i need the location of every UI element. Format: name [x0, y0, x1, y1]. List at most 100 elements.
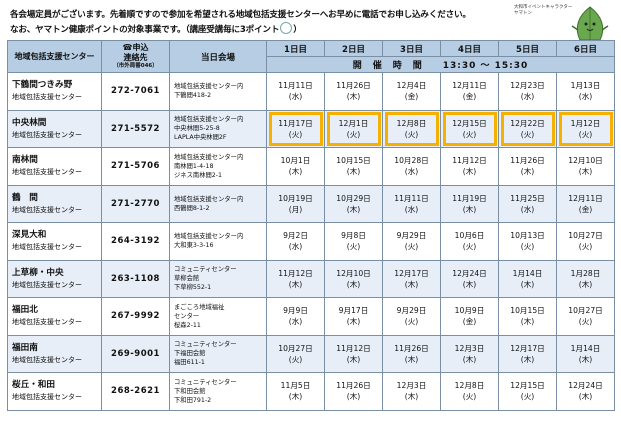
center-name: 深見大和 — [12, 230, 47, 241]
session-date-cell: 9月9日 (水) — [266, 297, 325, 336]
header-contact-col: ☎申込 連絡先 （市外局番046） — [101, 40, 170, 73]
session-date-cell: 12月8日 (火) — [440, 372, 499, 411]
center-subtitle: 地域包括支援センター — [12, 355, 82, 364]
venue-cell: 地域包括支援センター内 中央林間5-25-8 LAPLA中央林間2F — [169, 109, 267, 148]
session-date-cell: 11月12日 (木) — [440, 147, 499, 186]
session-date-cell: 11月19日 (木) — [440, 184, 499, 223]
session-date-cell: 9月2日 (水) — [266, 222, 325, 261]
center-subtitle: 地域包括支援センター — [12, 243, 82, 252]
session-date-cell: 9月29日 (火) — [382, 222, 441, 261]
mascot-yamaton: 大和市イベントキャラクター ヤマトン — [514, 4, 618, 42]
session-date-cell: 1月13日 (水) — [556, 72, 615, 111]
session-date: 1月12日 — [570, 118, 601, 128]
session-weekday: (金) — [404, 92, 419, 102]
session-date-cell: 9月29日 (火) — [382, 297, 441, 336]
session-date-cell: 12月1日 (火) — [324, 109, 383, 148]
center-subtitle: 地域包括支援センター — [12, 205, 82, 214]
notice-line-2-end: ） — [293, 24, 302, 35]
session-date: 1月28日 — [570, 268, 601, 278]
session-date: 11月17日 — [278, 118, 313, 128]
venue-line: 下鶴間418-2 — [174, 92, 212, 100]
center-subtitle: 地域包括支援センター — [12, 280, 82, 289]
center-name-cell: 中央林間 地域包括支援センター — [7, 109, 102, 148]
session-date: 11月26日 — [394, 343, 429, 353]
center-name: 上草柳・中央 — [12, 267, 64, 278]
session-date: 12月3日 — [454, 343, 485, 353]
session-date: 12月8日 — [454, 381, 485, 391]
session-date-cell: 10月27日 (火) — [266, 334, 325, 373]
session-date-cell: 10月27日 (火) — [556, 297, 615, 336]
session-weekday: (木) — [346, 92, 361, 102]
venue-line: 下和田会館 — [174, 387, 206, 395]
session-weekday: (火) — [462, 129, 477, 139]
session-weekday: (火) — [462, 242, 477, 252]
schedule-table: 地域包括支援センター ☎申込 連絡先 （市外局番046） 当日会場 1日目 2日… — [7, 40, 615, 411]
session-date-cell: 10月27日 (火) — [556, 222, 615, 261]
header-contact-note: （市外局番046） — [113, 63, 158, 69]
center-name-cell: 深見大和 地域包括支援センター — [7, 222, 102, 261]
session-weekday: (木) — [346, 279, 361, 289]
session-weekday: (金) — [578, 204, 593, 214]
header-day: 1日目 — [266, 40, 325, 57]
session-date: 12月17日 — [510, 343, 545, 353]
session-date-cell: 12月10日 (木) — [556, 147, 615, 186]
session-weekday: (木) — [578, 167, 593, 177]
session-weekday: (水) — [288, 317, 303, 327]
center-name-cell: 福田北 地域包括支援センター — [7, 297, 102, 336]
header-day: 6日目 — [556, 40, 615, 57]
session-date: 12月10日 — [336, 268, 371, 278]
session-date-cell: 12月24日 (木) — [556, 372, 615, 411]
session-weekday: (木) — [288, 167, 303, 177]
venue-cell: 地域包括支援センター内 大和東3-3-16 — [169, 222, 267, 261]
center-name: 桜丘・和田 — [12, 380, 55, 391]
session-date-cell: 12月8日 (火) — [382, 109, 441, 148]
phone-number: 271-5572 — [101, 109, 170, 148]
venue-line: コミュニティセンター — [174, 341, 237, 349]
session-weekday: (金) — [462, 92, 477, 102]
session-weekday: (木) — [346, 167, 361, 177]
table-row: 上草柳・中央 地域包括支援センター 263-1108 コミュニティセンター 草柳会館… — [7, 259, 615, 298]
session-date-cell: 12月15日 (火) — [440, 109, 499, 148]
session-date-cell: 12月17日 (木) — [382, 259, 441, 298]
venue-line: コミュニティセンター — [174, 378, 237, 386]
center-name-cell: 上草柳・中央 地域包括支援センター — [7, 259, 102, 298]
table-row: 南林間 地域包括支援センター 271-5706 地域包括支援センター内 南林間1-4… — [7, 147, 615, 186]
table-row: 福田北 地域包括支援センター 267-9992 まごころ地域福祉 センター 桜森2-1… — [7, 297, 615, 336]
session-date-cell: 10月28日 (水) — [382, 147, 441, 186]
session-date: 9月29日 — [396, 306, 427, 316]
phone-number: 263-1108 — [101, 259, 170, 298]
session-weekday: (火) — [578, 242, 593, 252]
center-name: 福田北 — [12, 305, 38, 316]
venue-line: 西鶴間8-1-2 — [174, 204, 210, 212]
session-weekday: (木) — [288, 279, 303, 289]
session-weekday: (火) — [404, 317, 419, 327]
session-date-cell: 12月15日 (火) — [498, 372, 557, 411]
session-date: 12月15日 — [452, 118, 487, 128]
session-date-cell: 11月12日 (木) — [324, 334, 383, 373]
session-date: 9月2日 — [283, 231, 308, 241]
session-date-cell: 11月26日 (木) — [324, 372, 383, 411]
session-date: 10月15日 — [336, 156, 371, 166]
session-weekday: (金) — [462, 317, 477, 327]
session-date: 10月27日 — [278, 343, 313, 353]
session-date-cell: 10月15日 (木) — [498, 297, 557, 336]
session-date: 9月9日 — [283, 306, 308, 316]
session-date-cell: 12月24日 (木) — [440, 259, 499, 298]
session-weekday: (木) — [288, 392, 303, 402]
session-date-cell: 1月28日 (木) — [556, 259, 615, 298]
session-weekday: (火) — [520, 242, 535, 252]
session-weekday: (木) — [462, 204, 477, 214]
session-weekday: (木) — [520, 167, 535, 177]
venue-line: LAPLA中央林間2F — [174, 134, 227, 142]
session-date: 12月11日 — [568, 193, 603, 203]
session-date: 10月19日 — [278, 193, 313, 203]
venue-line: 地域包括支援センター内 — [174, 83, 244, 91]
venue-line: 地域包括支援センター内 — [174, 233, 244, 241]
venue-line: ジネス南林間2-1 — [174, 171, 223, 179]
session-date: 10月29日 — [336, 193, 371, 203]
session-date: 12月1日 — [338, 118, 369, 128]
center-name-cell: 下鶴間つきみ野 地域包括支援センター — [7, 72, 102, 111]
phone-number: 268-2621 — [101, 372, 170, 411]
venue-line: 南林間1-4-18 — [174, 162, 214, 170]
session-date: 12月11日 — [452, 81, 487, 91]
